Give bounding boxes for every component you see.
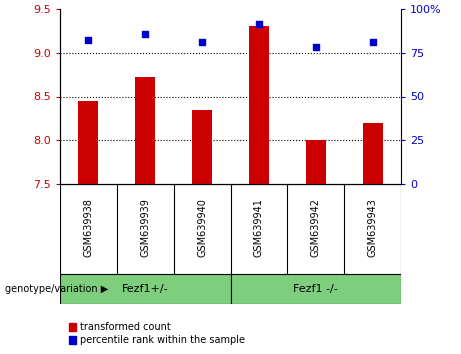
Text: genotype/variation ▶: genotype/variation ▶ [5,284,108,294]
Point [369,39,376,45]
Text: Fezf1+/-: Fezf1+/- [122,284,169,294]
Text: GSM639942: GSM639942 [311,198,321,257]
Bar [363,123,383,184]
Bar [135,77,155,184]
Text: GSM639943: GSM639943 [367,198,378,257]
Bar [60,274,230,304]
Legend: transformed count, percentile rank within the sample: transformed count, percentile rank withi… [65,319,249,349]
Bar [306,140,326,184]
Text: Fezf1 -/-: Fezf1 -/- [293,284,338,294]
Point [312,44,319,50]
Bar [230,274,401,304]
Point [198,39,206,45]
Text: GSM639939: GSM639939 [140,198,150,257]
Text: GSM639941: GSM639941 [254,198,264,257]
Point [142,31,149,36]
Bar [249,27,269,184]
Text: GSM639938: GSM639938 [83,198,94,257]
Bar [192,110,212,184]
Bar [78,101,98,184]
Point [255,21,263,27]
Text: GSM639940: GSM639940 [197,198,207,257]
Point [85,37,92,42]
